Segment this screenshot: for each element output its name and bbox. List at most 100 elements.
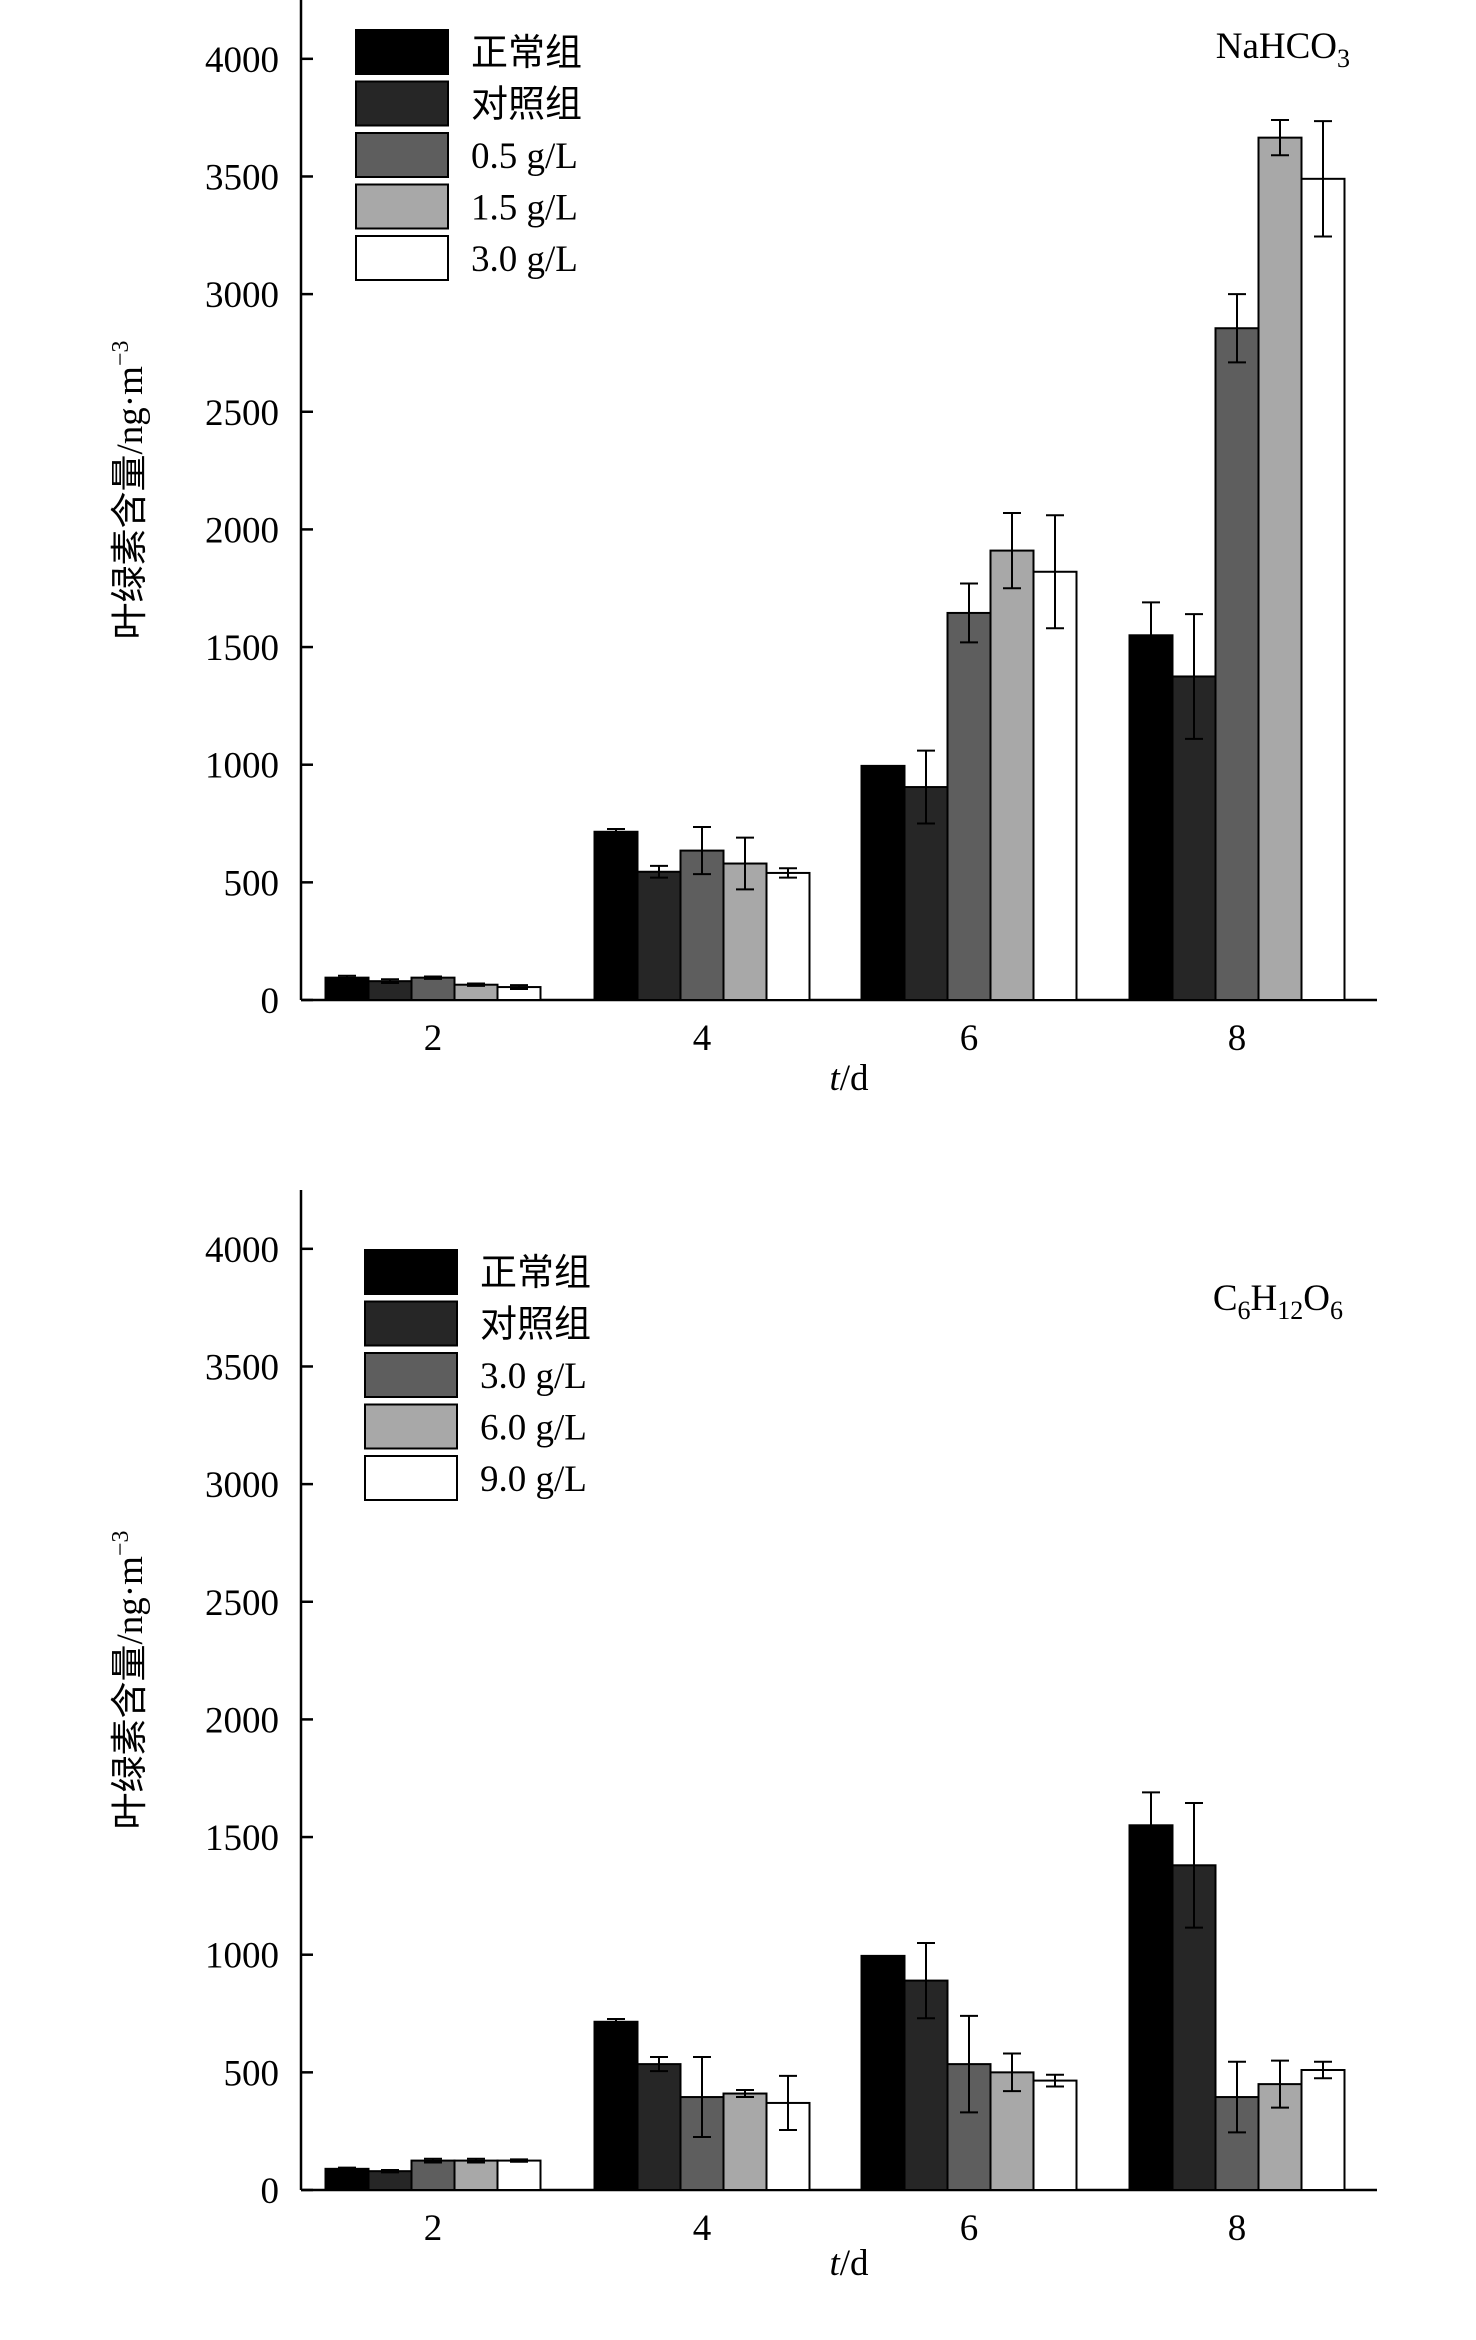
- legend-label: 9.0 g/L: [480, 1459, 587, 1500]
- bar: [1128, 1824, 1174, 2191]
- x-axis-title: t/d: [829, 2243, 869, 2284]
- bar: [593, 830, 639, 1001]
- y-tick-label: 1000: [205, 746, 279, 787]
- bar: [946, 611, 992, 1001]
- x-axis-unit: /d: [840, 2243, 869, 2284]
- x-axis-var: t: [829, 1058, 841, 1099]
- x-tick-label: 6: [960, 2208, 979, 2249]
- y-tick-label: 3500: [205, 1347, 279, 1388]
- legend-label: 对照组: [471, 85, 582, 126]
- x-tick-label: 8: [1228, 1018, 1247, 1059]
- chemical-element: O: [1303, 1278, 1330, 1319]
- y-tick-label: 1000: [205, 1936, 279, 1977]
- legend-label: 1.5 g/L: [471, 188, 578, 229]
- y-tick-label: 2000: [205, 1700, 279, 1741]
- chemical-subscript: 3: [1337, 44, 1350, 73]
- bar: [722, 2092, 768, 2191]
- x-axis-title: t/d: [829, 1058, 869, 1099]
- y-tick-label: 2000: [205, 510, 279, 551]
- bar: [636, 2063, 682, 2192]
- chemical-element: C: [1213, 1278, 1238, 1319]
- x-tick-label: 2: [424, 2208, 443, 2249]
- x-tick-label: 6: [960, 1018, 979, 1059]
- x-tick-label: 2: [424, 1018, 443, 1059]
- bar: [496, 2159, 542, 2191]
- bar: [1128, 634, 1174, 1001]
- chart-panel-1: 0 500 1000 1500 2000 2500 3000 3500 4000 2 4 6 8 正常组对…: [108, 0, 1377, 1099]
- y-axis-title-main: 叶绿素含量/ng·m: [109, 1556, 151, 1830]
- y-tick-label: 4000: [205, 1230, 279, 1271]
- bar: [679, 849, 725, 1002]
- bar: [453, 2159, 499, 2191]
- bar: [860, 764, 906, 1001]
- bar: [1300, 177, 1346, 1001]
- legend-label: 3.0 g/L: [471, 239, 578, 280]
- legend-swatch: [355, 29, 449, 75]
- bar: [860, 1954, 906, 2191]
- y-tick-label: 1500: [205, 1818, 279, 1859]
- bar: [593, 2020, 639, 2191]
- chemical-subscript: 12: [1277, 1296, 1303, 1325]
- x-axis-unit: /d: [840, 1058, 869, 1099]
- y-tick-label: 500: [224, 863, 280, 904]
- y-tick-label: 3500: [205, 157, 279, 198]
- legend-label: 正常组: [480, 1253, 591, 1294]
- legend-swatch: [355, 183, 449, 230]
- legend-swatch: [364, 1300, 458, 1347]
- legend-swatch: [364, 1455, 458, 1501]
- legend-swatch: [355, 235, 449, 281]
- legend-swatch: [364, 1352, 458, 1398]
- chemical-subscript: 6: [1330, 1296, 1343, 1325]
- x-tick-label: 4: [693, 1018, 712, 1059]
- y-tick-label: 3000: [205, 275, 279, 316]
- bar: [324, 976, 370, 1001]
- y-axis-title: 叶绿素含量/ng·m−3: [108, 341, 151, 640]
- y-tick-label: 2500: [205, 393, 279, 434]
- bar: [367, 2170, 413, 2192]
- legend-label: 0.5 g/L: [471, 136, 578, 177]
- y-tick-label: 2500: [205, 1583, 279, 1624]
- y-tick-label: 4000: [205, 40, 279, 81]
- chemical-element: H: [1251, 1278, 1278, 1319]
- legend-label: 3.0 g/L: [480, 1356, 587, 1397]
- bar: [1032, 570, 1078, 1001]
- y-axis-title-sup: −3: [108, 341, 134, 367]
- bar: [1257, 136, 1303, 1002]
- legend-label: 对照组: [480, 1305, 591, 1346]
- bar: [324, 2167, 370, 2191]
- y-axis-title-sup: −3: [108, 1531, 134, 1557]
- bar: [453, 983, 499, 1001]
- x-tick-label: 4: [693, 2208, 712, 2249]
- legend-swatch: [364, 1403, 458, 1450]
- y-tick-label: 0: [261, 2171, 280, 2212]
- legend-swatch: [355, 132, 449, 178]
- bar: [1171, 675, 1217, 1001]
- y-tick-label: 0: [261, 981, 280, 1022]
- legend-label: 6.0 g/L: [480, 1408, 587, 1449]
- y-axis-title-main: 叶绿素含量/ng·m: [109, 366, 151, 640]
- chemical-formula-text: NaHCO: [1216, 26, 1337, 67]
- bar: [1032, 2079, 1078, 2191]
- bar: [765, 871, 811, 1001]
- x-axis-var: t: [829, 2243, 841, 2284]
- chemical-subscript: 6: [1238, 1296, 1251, 1325]
- bar: [1300, 2069, 1346, 2191]
- bar: [410, 976, 456, 1001]
- y-axis-title: 叶绿素含量/ng·m−3: [108, 1531, 151, 1830]
- bar: [1257, 2083, 1303, 2192]
- bar: [410, 2159, 456, 2191]
- bar: [1214, 327, 1260, 1001]
- x-tick-label: 8: [1228, 2208, 1247, 2249]
- chart-panel-2: 0 500 1000 1500 2000 2500 3000 3500 4000 2 4 6 8 正常组对…: [108, 1190, 1377, 2284]
- y-tick-label: 3000: [205, 1465, 279, 1506]
- legend-label: 正常组: [471, 33, 582, 74]
- bar: [636, 870, 682, 1001]
- y-tick-label: 1500: [205, 628, 279, 669]
- chemical-annotation: NaHCO3: [1216, 26, 1350, 73]
- chemical-annotation: C6H12O6: [1213, 1278, 1343, 1325]
- legend-swatch: [364, 1249, 458, 1295]
